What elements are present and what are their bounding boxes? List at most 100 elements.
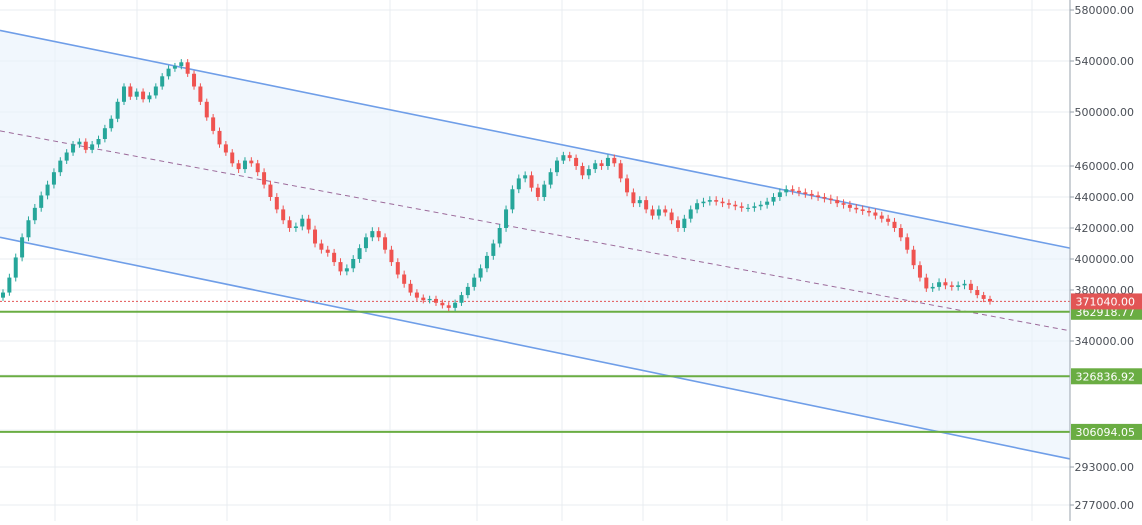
candle-body — [440, 302, 445, 306]
candle-body — [453, 302, 458, 308]
candle-body — [306, 218, 311, 230]
channel-lower-line[interactable] — [0, 236, 1071, 460]
candle-body — [421, 297, 426, 301]
candle-body — [523, 175, 528, 179]
candle-body — [242, 160, 247, 170]
candle-body — [937, 282, 942, 287]
candle-body — [332, 252, 337, 263]
candle-body — [484, 255, 489, 269]
candle-body — [64, 152, 69, 161]
price-axis[interactable]: 580000.00 540000.00 500000.00 460000.00 4400… — [1069, 0, 1142, 521]
candle-body — [102, 128, 107, 139]
candle-body — [274, 197, 279, 210]
candle-body — [478, 268, 483, 278]
candle-body — [1, 292, 5, 298]
candle-body — [892, 221, 897, 228]
candle-body — [714, 200, 719, 202]
candle-body — [300, 218, 305, 227]
regression-channel[interactable] — [0, 29, 1071, 460]
candle-body — [446, 305, 451, 308]
candle-body — [20, 237, 25, 258]
candle-body — [809, 193, 814, 196]
price-axis-label: 580000.00 — [1075, 4, 1135, 17]
candle-body — [281, 209, 286, 221]
candle-body — [96, 139, 101, 145]
candle-body — [867, 210, 872, 213]
candle-body — [338, 262, 343, 272]
candle-body — [198, 86, 203, 102]
candle-body — [287, 220, 292, 228]
candle-body — [835, 200, 840, 204]
candle-body — [370, 231, 375, 238]
price-axis-label: 293000.00 — [1075, 461, 1135, 474]
candle-body — [45, 184, 50, 196]
candle-body — [574, 157, 579, 166]
candle-body — [32, 207, 37, 221]
candle-body — [529, 175, 534, 188]
candle-body — [395, 262, 400, 275]
candle-body — [593, 163, 598, 170]
candle-body — [898, 228, 903, 238]
channel-middle-line[interactable] — [0, 130, 1071, 332]
candle-body — [77, 141, 82, 145]
candle-body — [39, 195, 44, 208]
candle-body — [293, 226, 298, 228]
candle-body — [886, 218, 891, 222]
candle-body — [516, 178, 521, 190]
candle-body — [981, 295, 986, 299]
candle-body — [7, 277, 12, 293]
candle-body — [911, 249, 916, 266]
candle-body — [217, 130, 222, 145]
candle-body — [663, 209, 668, 213]
candle-body — [459, 295, 464, 303]
candlesticks — [1, 59, 992, 312]
candle-body — [561, 155, 566, 161]
candle-body — [192, 73, 197, 87]
channel-upper-line[interactable] — [0, 29, 1071, 249]
candle-body — [962, 283, 967, 286]
candle-body — [427, 298, 432, 301]
candle-body — [58, 160, 63, 173]
candle-body — [344, 268, 349, 272]
candle-body — [491, 243, 496, 256]
candle-body — [153, 86, 158, 96]
candle-body — [637, 200, 642, 204]
current-price-tag-background — [1071, 293, 1142, 310]
candle-body — [351, 259, 356, 269]
candle-body — [860, 209, 865, 211]
candle-body — [758, 204, 763, 207]
price-axis-label: 420000.00 — [1075, 222, 1135, 235]
candle-body — [83, 141, 88, 150]
candle-body — [650, 209, 655, 216]
support-level-tag[interactable]: 326836.92 — [1076, 370, 1136, 383]
candle-body — [777, 192, 782, 197]
candle-body — [605, 157, 610, 166]
candle-body — [230, 152, 235, 164]
candle-body — [790, 189, 795, 191]
price-axis-label: 500000.00 — [1075, 106, 1135, 119]
candle-body — [733, 204, 738, 207]
candle-body — [141, 91, 146, 100]
candle-body — [160, 76, 165, 87]
candle-body — [567, 155, 572, 158]
price-axis-label: 277000.00 — [1075, 499, 1135, 512]
horizontal-levels[interactable] — [0, 300, 1070, 433]
candle-body — [185, 62, 190, 74]
candle-body — [268, 184, 273, 197]
candle-body — [26, 220, 31, 238]
candle-body — [172, 66, 177, 69]
candle-body — [746, 207, 751, 209]
candle-body — [376, 231, 381, 238]
current-price-tag[interactable]: 371040.00 — [1076, 295, 1136, 308]
support-level-tag[interactable]: 306094.05 — [1076, 426, 1136, 439]
candle-body — [548, 172, 553, 185]
candle-body — [363, 237, 368, 249]
candle-body — [644, 200, 649, 210]
candle-body — [535, 187, 540, 197]
candle-body — [262, 172, 267, 185]
candle-body — [956, 285, 961, 287]
candle-body — [383, 237, 388, 250]
candle-body — [701, 201, 706, 204]
